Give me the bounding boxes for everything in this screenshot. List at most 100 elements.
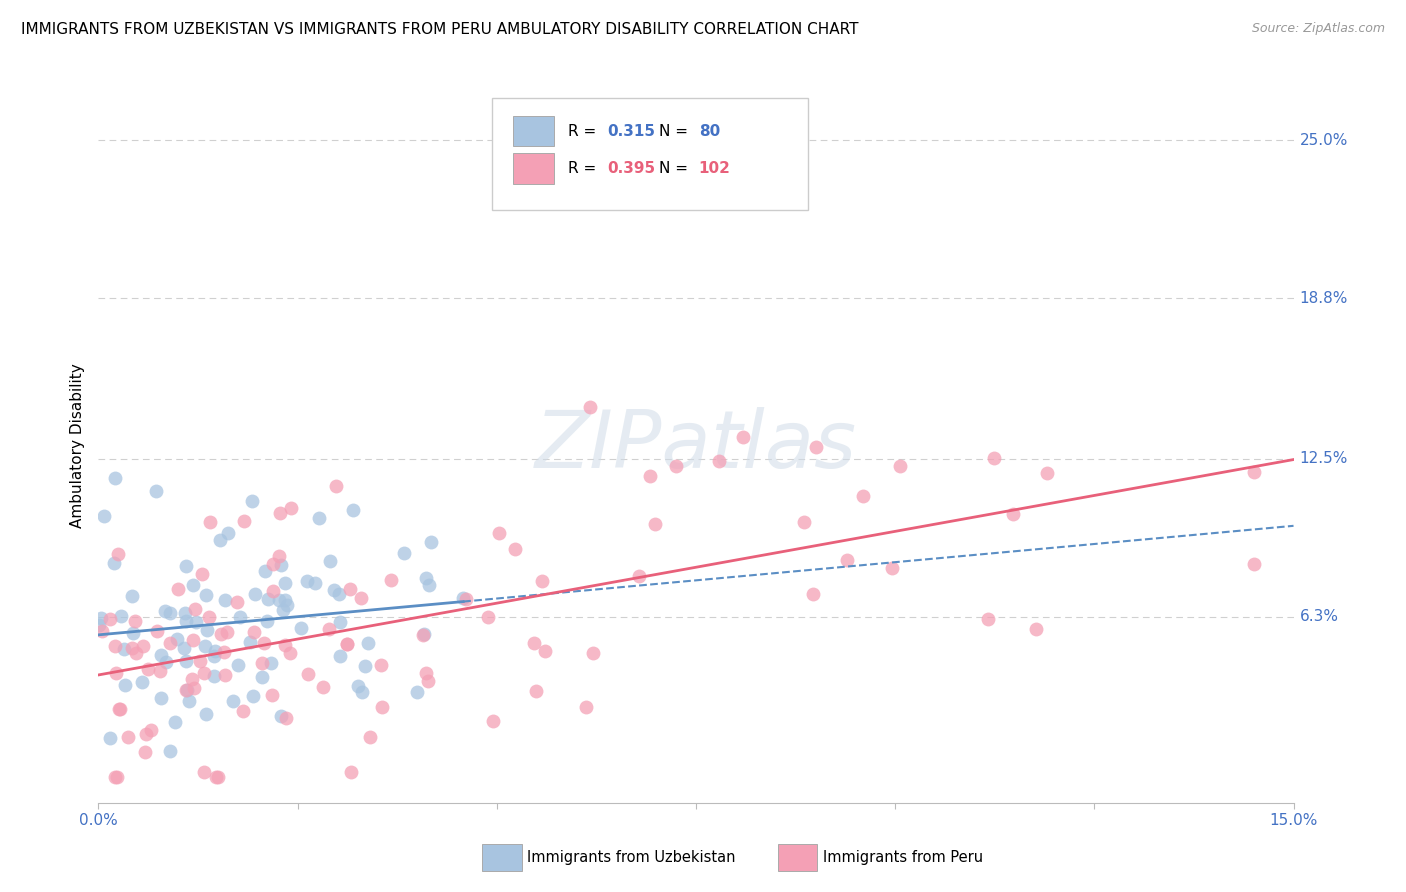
Point bbox=[380, 573, 402, 587]
Point bbox=[322, 582, 344, 597]
Text: 0.395: 0.395 bbox=[607, 161, 655, 176]
Point bbox=[242, 625, 264, 640]
Point bbox=[136, 662, 159, 676]
Point bbox=[145, 484, 167, 499]
Point bbox=[415, 666, 437, 681]
Point bbox=[105, 770, 128, 784]
Point bbox=[412, 626, 434, 640]
Point bbox=[257, 592, 280, 607]
Point bbox=[304, 575, 326, 590]
Point bbox=[195, 623, 218, 637]
Point bbox=[278, 646, 301, 660]
Point bbox=[181, 672, 204, 686]
Text: 102: 102 bbox=[699, 161, 731, 176]
Text: R =: R = bbox=[568, 124, 602, 138]
Point bbox=[107, 547, 129, 561]
Point bbox=[329, 615, 352, 630]
Point bbox=[121, 589, 143, 603]
Point bbox=[271, 603, 294, 617]
Point bbox=[174, 654, 197, 668]
Point bbox=[193, 765, 215, 780]
Point bbox=[339, 582, 361, 596]
Point bbox=[627, 569, 650, 583]
Point bbox=[575, 699, 598, 714]
Point bbox=[200, 515, 222, 529]
Point bbox=[270, 708, 292, 723]
Point bbox=[274, 593, 297, 607]
Point bbox=[454, 591, 477, 606]
Point bbox=[318, 622, 340, 636]
Point bbox=[260, 656, 283, 670]
Point bbox=[179, 694, 201, 708]
Point bbox=[176, 683, 198, 698]
Point bbox=[209, 626, 232, 640]
Point bbox=[477, 609, 499, 624]
Point bbox=[149, 690, 172, 705]
Point bbox=[308, 511, 330, 525]
Point bbox=[523, 636, 546, 650]
Point bbox=[269, 593, 291, 607]
Text: 6.3%: 6.3% bbox=[1299, 609, 1339, 624]
Point bbox=[208, 533, 231, 548]
Point bbox=[91, 624, 114, 638]
Point bbox=[204, 644, 226, 658]
Point bbox=[418, 578, 440, 592]
Point bbox=[297, 667, 319, 681]
Point bbox=[194, 639, 217, 653]
Point bbox=[350, 591, 373, 606]
Point bbox=[329, 648, 352, 663]
Point bbox=[793, 515, 815, 529]
Point bbox=[253, 636, 276, 650]
Point bbox=[339, 764, 361, 779]
Point bbox=[103, 770, 125, 784]
Point bbox=[252, 670, 274, 684]
Point bbox=[191, 566, 214, 581]
Point bbox=[419, 534, 441, 549]
Point bbox=[579, 400, 602, 414]
Point bbox=[325, 479, 347, 493]
Point bbox=[166, 632, 188, 646]
Point bbox=[530, 574, 553, 589]
Point bbox=[274, 576, 297, 591]
Point bbox=[295, 574, 318, 588]
Point bbox=[195, 588, 218, 602]
Point bbox=[256, 614, 278, 628]
Point bbox=[371, 700, 394, 714]
Point bbox=[1243, 557, 1265, 571]
Point bbox=[212, 645, 235, 659]
Text: N =: N = bbox=[659, 124, 693, 138]
Point bbox=[226, 657, 249, 672]
Text: 80: 80 bbox=[699, 124, 720, 138]
Point bbox=[87, 618, 110, 632]
Point bbox=[222, 694, 245, 708]
Point bbox=[114, 678, 136, 692]
Point bbox=[174, 683, 197, 698]
Point bbox=[342, 503, 364, 517]
Point bbox=[983, 451, 1005, 466]
Point bbox=[804, 441, 827, 455]
Point bbox=[312, 680, 335, 694]
Text: Immigrants from Uzbekistan: Immigrants from Uzbekistan bbox=[527, 850, 735, 864]
Point bbox=[163, 714, 186, 729]
Point bbox=[104, 666, 127, 681]
Point bbox=[240, 494, 263, 508]
Point bbox=[98, 612, 121, 626]
Point bbox=[159, 636, 181, 650]
Point bbox=[117, 730, 139, 744]
Point bbox=[176, 614, 198, 628]
Point bbox=[135, 727, 157, 741]
Point bbox=[582, 646, 605, 660]
Point bbox=[1002, 507, 1025, 521]
Point bbox=[835, 552, 858, 566]
Point bbox=[193, 666, 215, 681]
Point bbox=[122, 626, 145, 640]
Point bbox=[276, 598, 298, 612]
Point bbox=[534, 643, 557, 657]
Point bbox=[194, 707, 217, 722]
Text: N =: N = bbox=[659, 161, 693, 176]
Point bbox=[233, 514, 256, 528]
Point bbox=[104, 639, 127, 653]
Text: R =: R = bbox=[568, 161, 602, 176]
Point bbox=[181, 578, 204, 592]
Point bbox=[481, 714, 503, 729]
